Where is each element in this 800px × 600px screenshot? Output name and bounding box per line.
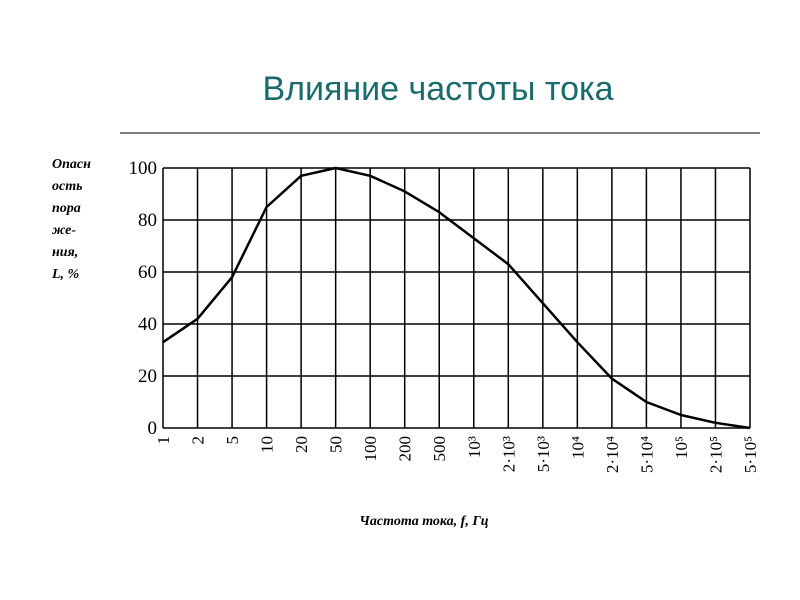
y-tick-label: 40 — [138, 314, 157, 335]
y-axis-label: Опасн — [52, 157, 91, 172]
curve — [162, 166, 751, 430]
y-tick-label: 0 — [148, 418, 158, 439]
y-axis-label: L, % — [51, 267, 79, 282]
x-axis-label: Частота тока, f, Гц — [359, 514, 488, 529]
y-axis-label: же- — [52, 223, 76, 238]
x-tick-label: 2 — [189, 436, 208, 445]
y-axis-label: ость — [52, 179, 83, 194]
x-tick-label: 5·10³ — [534, 436, 553, 472]
x-tick-label: 10 — [258, 436, 277, 453]
x-tick-label: 2·10³ — [499, 436, 518, 472]
x-tick-label: 2·10⁴ — [603, 436, 622, 473]
y-axis-label: пора — [52, 201, 81, 216]
x-tick-label: 1 — [154, 436, 173, 445]
x-tick-label: 500 — [430, 436, 449, 462]
x-tick-label: 200 — [396, 436, 415, 462]
y-tick-label: 100 — [129, 158, 158, 179]
y-tick-label: 20 — [138, 366, 157, 387]
slide-title: Влияние частоты тока — [262, 70, 613, 108]
x-tick-label: 50 — [327, 436, 346, 453]
y-axis-label: ния, — [52, 245, 78, 260]
x-tick-label: 10⁴ — [568, 436, 587, 459]
x-tick-label: 5 — [223, 436, 242, 445]
y-tick-label: 80 — [138, 210, 157, 231]
x-tick-label: 10⁵ — [672, 436, 691, 459]
x-tick-label: 5·10⁵ — [741, 436, 760, 473]
x-tick-label: 5·10⁴ — [637, 436, 656, 473]
x-tick-label: 20 — [292, 436, 311, 453]
x-tick-label: 10³ — [465, 436, 484, 458]
x-tick-label: 2·10⁵ — [706, 436, 725, 473]
y-tick-label: 60 — [138, 262, 157, 283]
x-tick-label: 100 — [361, 436, 380, 462]
